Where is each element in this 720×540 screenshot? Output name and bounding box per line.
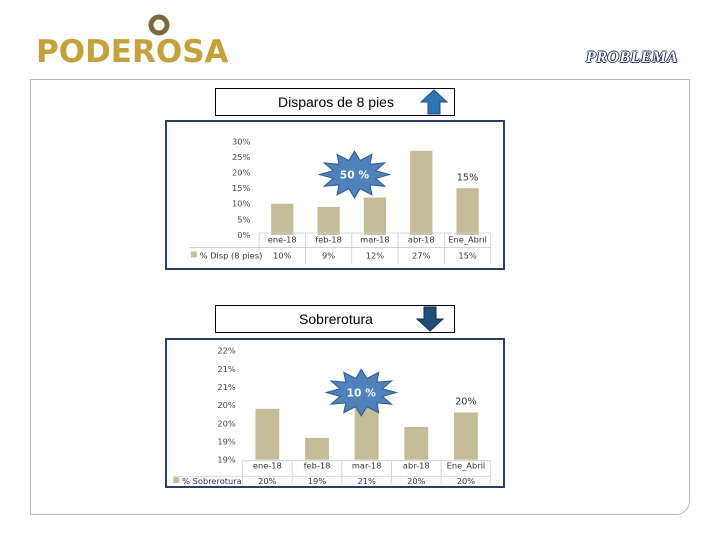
chart1-title-box: Disparos de 8 pies	[215, 88, 455, 116]
arrow-up-icon	[420, 89, 448, 115]
badge-text: 10 %	[347, 386, 377, 399]
category-label: ene-18	[268, 235, 297, 245]
data-label: 20%	[457, 476, 476, 486]
arrow-down-icon	[416, 306, 444, 332]
last-bar-annotation: 20%	[455, 397, 477, 408]
y-tick-label: 10%	[232, 199, 251, 209]
y-tick-label: 5%	[237, 214, 250, 224]
logo-text: PODEROSA	[36, 34, 229, 70]
category-label: mar-18	[360, 235, 390, 245]
data-label: 21%	[357, 476, 376, 486]
y-tick-label: 22%	[217, 346, 236, 356]
logo-ring-icon	[148, 14, 170, 36]
y-tick-label: 30%	[232, 136, 251, 146]
legend-swatch	[173, 477, 180, 484]
bar-5	[453, 412, 478, 460]
data-label: 20%	[258, 476, 277, 486]
category-label: Ene_Abril	[447, 460, 486, 470]
chart2-title-box: Sobrerotura	[215, 305, 455, 333]
bar-1	[255, 408, 280, 460]
data-label: 9%	[322, 250, 335, 260]
chart1-title: Disparos de 8 pies	[278, 94, 394, 110]
data-label: 15%	[458, 250, 477, 260]
category-label: feb-18	[315, 235, 342, 245]
data-label: 20%	[407, 476, 426, 486]
bar-1	[271, 203, 294, 235]
y-tick-label: 0%	[237, 230, 250, 240]
y-tick-label: 20%	[232, 168, 251, 178]
y-tick-label: 21%	[217, 382, 236, 392]
content-frame	[30, 79, 690, 515]
chart1-disparos: 30% 25% 20% 15% 10% 5% 0% ene-18 10% feb-18 9% mar-…	[165, 120, 505, 270]
bar-4	[404, 427, 429, 460]
percentage-badge	[317, 150, 392, 199]
y-tick-label: 19%	[217, 455, 236, 465]
bar-2	[305, 437, 329, 460]
data-label: 27%	[412, 250, 431, 260]
data-label: 19%	[308, 476, 327, 486]
category-label: Ene_Abril	[448, 235, 487, 245]
bar-5	[456, 188, 479, 235]
last-bar-annotation: 15%	[457, 172, 479, 183]
y-tick-label: 20%	[217, 418, 236, 428]
company-logo: PODEROSA	[36, 12, 229, 70]
y-tick-label: 15%	[232, 183, 251, 193]
data-label: 10%	[273, 250, 292, 260]
bar-4	[410, 150, 433, 235]
legend-swatch	[190, 251, 197, 258]
data-label: 12%	[366, 250, 385, 260]
y-tick-label: 25%	[232, 152, 251, 162]
category-label: mar-18	[352, 460, 381, 470]
y-tick-label: 19%	[217, 436, 236, 446]
legend-label: % Sobrerotura	[182, 476, 242, 486]
section-label: PROBLEMA	[585, 49, 678, 66]
badge-text: 50 %	[340, 168, 370, 181]
bar-3	[363, 197, 387, 235]
category-label: abr-18	[408, 235, 435, 245]
category-label: ene-18	[253, 460, 282, 470]
category-label: feb-18	[304, 460, 331, 470]
chart2-sobrerotura: 22% 21% 21% 20% 20% 19% 19% ene-18 20% feb-18 19% m…	[165, 338, 505, 488]
bar-2	[317, 206, 340, 235]
y-tick-label: 21%	[217, 364, 236, 374]
y-tick-label: 20%	[217, 400, 236, 410]
chart2-title: Sobrerotura	[299, 311, 373, 327]
legend-label: % Disp (8 pies)	[200, 250, 263, 260]
category-label: abr-18	[403, 460, 430, 470]
percentage-badge	[324, 368, 399, 417]
